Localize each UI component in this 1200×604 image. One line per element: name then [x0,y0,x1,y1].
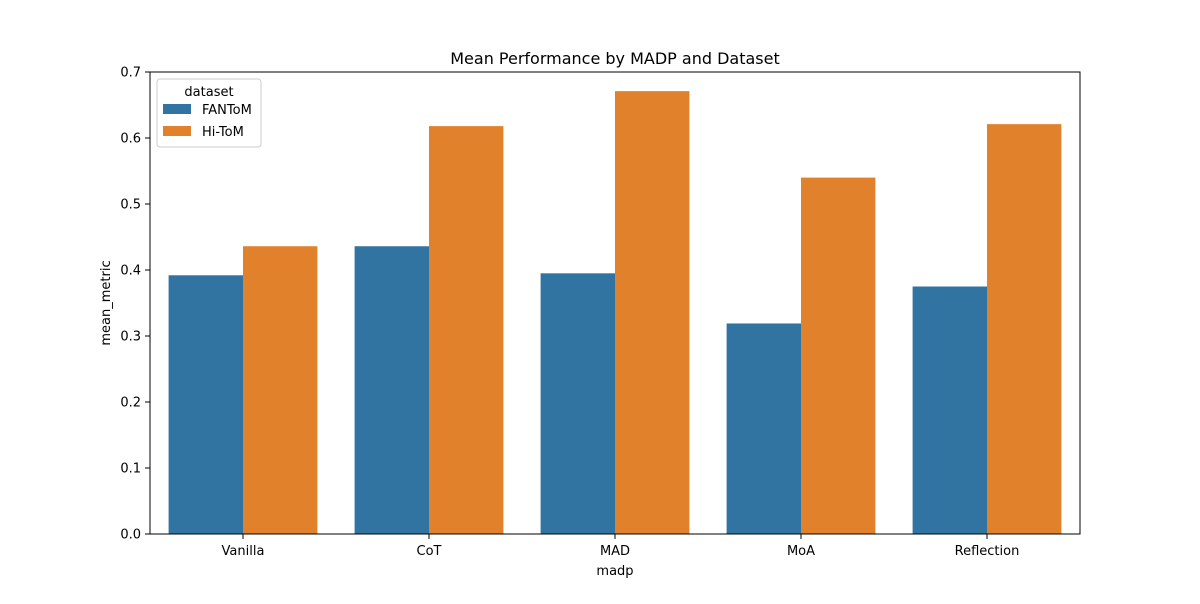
legend: dataset FANToM Hi-ToM [156,78,262,148]
y-axis-label: mean_metric [99,260,114,345]
bar-fantom-mad [540,273,615,534]
bar-hi-tom-vanilla [243,246,318,535]
bar-hi-tom-reflection [987,124,1062,534]
y-tick-label: 0.4 [120,264,141,279]
x-tick-label: MAD [600,544,630,559]
x-axis-label: madp [596,564,633,579]
bar-hi-tom-mad [615,91,690,534]
bars-group [168,91,1062,535]
y-tick-label: 0.5 [120,198,141,213]
bar-fantom-reflection [912,286,987,534]
bar-hi-tom-cot [429,126,504,535]
bar-fantom-vanilla [168,275,243,534]
y-axis: 0.0 0.1 0.2 0.3 0.4 0.5 0.6 0.7 [120,66,150,543]
legend-swatch [163,104,191,114]
bar-hi-tom-moa [801,177,876,534]
chart-title: Mean Performance by MADP and Dataset [450,49,780,68]
legend-items: FANToM Hi-ToM [163,103,252,140]
legend-label: FANToM [202,103,252,118]
legend-swatch [163,126,191,136]
x-tick-label: CoT [417,544,442,559]
y-tick-label: 0.7 [120,66,141,81]
bar-fantom-moa [726,323,801,534]
y-tick-label: 0.3 [120,330,141,345]
x-tick-label: Reflection [955,544,1020,559]
bar-fantom-cot [354,246,429,535]
x-tick-label: Vanilla [222,544,265,559]
x-tick-label: MoA [787,544,815,559]
legend-title: dataset [184,85,233,100]
y-tick-label: 0.1 [120,462,141,477]
legend-label: Hi-ToM [202,125,244,140]
y-tick-label: 0.0 [120,528,141,543]
y-tick-label: 0.6 [120,132,141,147]
x-axis: Vanilla CoT MAD MoA Reflection [222,534,1020,559]
y-tick-label: 0.2 [120,396,141,411]
plot-frame [149,71,1081,535]
